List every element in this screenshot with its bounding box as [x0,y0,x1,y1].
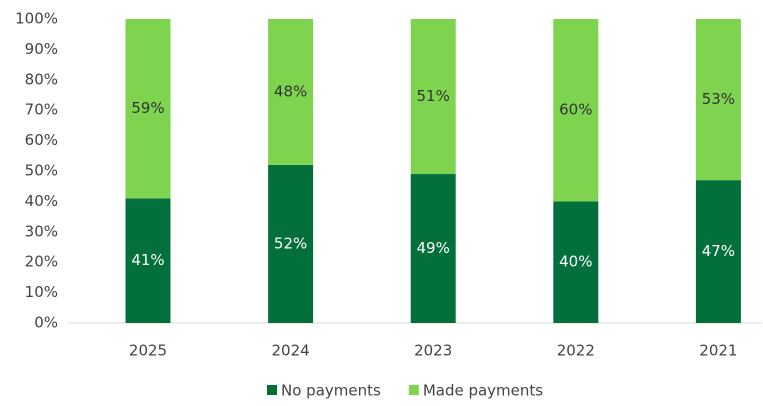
bar-segment [268,19,314,165]
y-tick-label: 70% [25,101,58,119]
y-tick-label: 50% [25,162,58,180]
y-tick-label: 0% [34,314,58,332]
data-label: 41% [131,251,164,269]
y-tick-label: 30% [25,222,58,240]
legend-label: Made payments [423,382,543,400]
bar-segment [553,19,599,202]
y-tick-label: 10% [25,283,58,301]
bar-segment [410,19,456,175]
bar-segment [125,198,171,323]
bar-segment [553,201,599,323]
legend-label: No payments [281,382,381,400]
bar-segment [268,164,314,323]
y-tick-label: 100% [15,10,58,28]
x-tick-label: 2021 [699,342,737,360]
data-label: 48% [274,82,307,100]
x-tick-label: 2022 [557,342,595,360]
data-label: 51% [417,87,450,105]
data-label: 52% [274,234,307,252]
y-tick-label: 90% [25,40,58,58]
y-tick-label: 80% [25,70,58,88]
legend-swatch [408,385,419,395]
data-label: 53% [702,90,735,108]
y-tick-label: 40% [25,192,58,210]
data-label: 60% [559,101,592,119]
y-tick-label: 60% [25,131,58,149]
y-tick-label: 20% [25,253,58,271]
x-tick-label: 2025 [129,342,167,360]
bar-segment [695,19,741,181]
bar-segment [695,180,741,323]
data-label: 47% [702,242,735,260]
legend-swatch [267,385,277,395]
bar-segment [125,19,171,199]
x-tick-label: 2024 [272,342,310,360]
data-label: 40% [559,253,592,271]
x-tick-label: 2023 [414,342,452,360]
bar-segment [410,174,456,323]
data-label: 49% [417,239,450,257]
data-label: 59% [131,99,164,117]
